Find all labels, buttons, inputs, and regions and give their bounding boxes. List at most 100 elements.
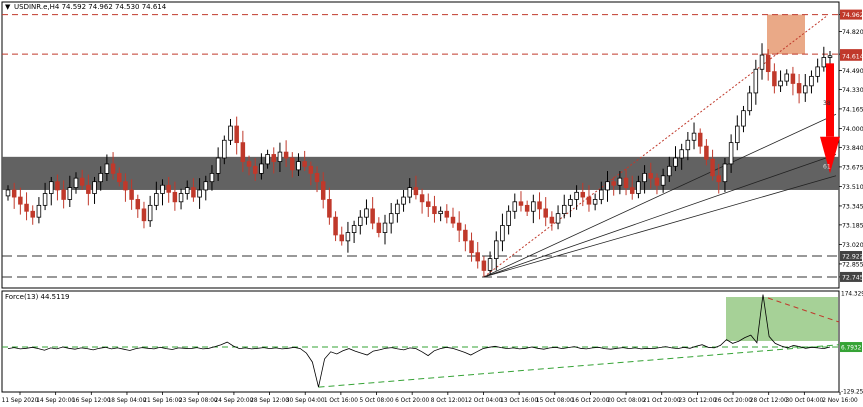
time-tick-label: 8 Oct 12:00 (431, 398, 465, 404)
candle-body (308, 165, 314, 174)
candle-body (123, 181, 128, 191)
candle-body (599, 189, 604, 200)
price-tick-label: 73.185 (842, 222, 863, 229)
candle-body (339, 234, 344, 242)
candle-body (821, 57, 827, 68)
candle-body (500, 225, 505, 242)
candle-body (611, 181, 616, 186)
candle-body (735, 125, 740, 144)
candle-body (320, 181, 326, 200)
candle-body (704, 145, 709, 160)
price-tick-label: 74.330 (842, 87, 863, 94)
time-tick-label: 1 Oct 16:00 (324, 398, 358, 404)
candle-body (61, 189, 66, 200)
candle-body (104, 163, 110, 174)
candle-body (586, 196, 592, 205)
candle-body (277, 151, 283, 162)
candle-body (382, 222, 388, 233)
price-tick-label: 74.000 (842, 126, 863, 133)
candle-body (184, 187, 190, 194)
candle-body (73, 177, 79, 188)
time-tick-label: 30 Oct 04:00 (785, 398, 823, 404)
candle-body (18, 196, 23, 205)
candle-body (197, 189, 202, 198)
time-tick-label: 15 Oct 08:00 (536, 398, 574, 404)
candle-body (191, 187, 196, 198)
current-price-badge (840, 50, 862, 61)
time-tick-label: 23 Oct 12:00 (678, 398, 716, 404)
candle-body (67, 187, 73, 200)
candle-body (518, 201, 524, 206)
price-tick-label: 73.840 (842, 145, 863, 152)
candle-body (172, 191, 178, 203)
candle-body (413, 187, 419, 196)
force-tick-label: 6.7932 (841, 346, 862, 352)
candle-body (265, 154, 270, 165)
candle-body (419, 194, 425, 203)
candle-body (580, 191, 586, 198)
candle-body (370, 208, 375, 224)
force-trend-line-red (767, 297, 840, 323)
price-tick-label: 73.345 (842, 203, 863, 210)
down-arrow-shaft (826, 63, 834, 137)
candle-body (691, 132, 697, 141)
candle-body (401, 196, 406, 205)
candle-body (438, 210, 443, 215)
candle-body (110, 163, 116, 174)
candle-body (549, 216, 555, 224)
candle-body (481, 260, 487, 271)
candle-body (129, 189, 134, 200)
time-tick-label: 2 Nov 16:00 (822, 398, 858, 404)
candle-body (283, 151, 289, 159)
candle-body (246, 161, 252, 167)
candle-body (252, 165, 258, 174)
price-level-label: 72.922 (842, 253, 863, 260)
candle-body (49, 181, 54, 194)
candle-body (36, 204, 42, 218)
fan-line-1 (483, 113, 837, 278)
time-tick-label: 16 Oct 20:00 (572, 398, 610, 404)
candle-body (327, 199, 332, 218)
time-tick-label: 26 Oct 20:00 (714, 398, 752, 404)
candle-body (203, 181, 209, 191)
time-tick-label: 21 Sep 16:00 (143, 398, 182, 404)
fan-label-61: 61 (823, 164, 831, 171)
price-tick-label: 74.820 (842, 29, 863, 36)
candle-body (827, 55, 833, 58)
force-indicator-pane (1, 290, 840, 393)
candle-body (160, 184, 165, 194)
candle-body (629, 187, 635, 194)
time-tick-label: 28 Sep 12:00 (250, 398, 289, 404)
candle-body (364, 208, 369, 218)
candle-body (623, 177, 629, 188)
candle-body (395, 203, 400, 215)
candle-body (302, 161, 307, 167)
candle-body (450, 216, 456, 224)
price-badge (840, 9, 862, 20)
candle-body (426, 201, 431, 207)
current-price-label: 74.614 (842, 53, 863, 60)
support-zone (2, 156, 839, 190)
chart-title: USDINR.e,H4 74.592 74.962 74.530 74.614 (14, 3, 167, 11)
candle-body (351, 225, 357, 233)
time-tick-label: 30 Sep 04:00 (286, 398, 325, 404)
resistance-zone (767, 14, 805, 55)
candle-body (42, 193, 48, 206)
candle-body (388, 213, 394, 224)
time-tick-label: 23 Sep 08:00 (179, 398, 218, 404)
candle-body (660, 175, 666, 186)
candle-body (512, 201, 518, 212)
candle-body (716, 175, 722, 183)
candle-body (55, 181, 60, 191)
force-value-badge (840, 342, 862, 353)
fan-line-3 (483, 175, 837, 278)
candle-body (561, 204, 567, 215)
candle-body (215, 157, 221, 174)
time-tick-label: 20 Oct 08:00 (607, 398, 645, 404)
time-tick-label: 13 Oct 16:00 (500, 398, 538, 404)
candle-body (747, 92, 752, 112)
candle-body (475, 252, 480, 262)
candle-body (722, 163, 728, 183)
candle-body (592, 199, 598, 205)
